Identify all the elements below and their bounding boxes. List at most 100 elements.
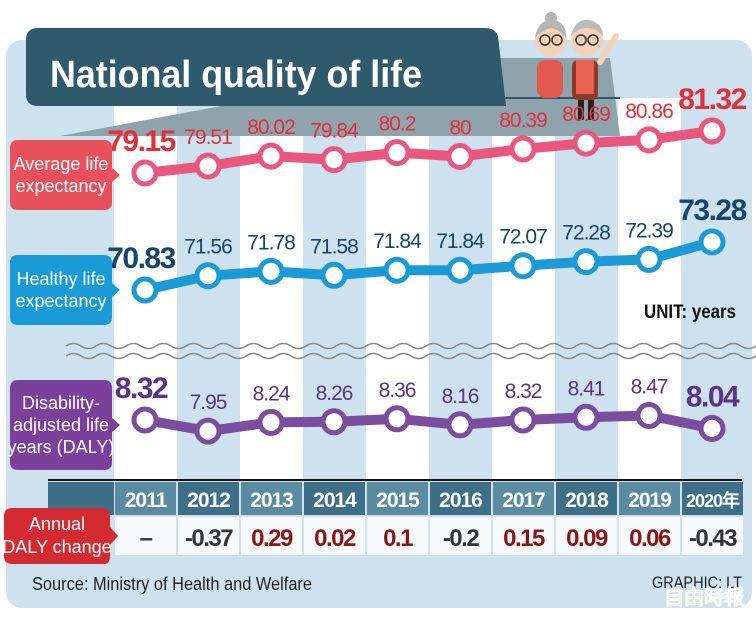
- daly-change-value: 0.09: [566, 525, 608, 552]
- annual-daly-change-label-box: [4, 508, 118, 564]
- table-header-year: 2020年: [686, 490, 740, 511]
- average-life-expectancy-label-text: Average life: [14, 154, 109, 174]
- daly-change-value: 0.02: [314, 525, 356, 552]
- table-header-cell: [178, 482, 239, 515]
- healthy-life-expectancy-data-label: 71.84: [373, 230, 422, 253]
- healthy-life-expectancy-point: [572, 248, 600, 276]
- table-header-cell: [682, 482, 743, 515]
- daly-point: [194, 417, 222, 445]
- daly-point: [257, 408, 285, 436]
- table-header-cell: [556, 482, 617, 515]
- average-life-expectancy-data-label: 80.39: [499, 109, 547, 132]
- daly-change-value: –: [140, 525, 153, 552]
- daly-line: [144, 410, 714, 437]
- daly-point: [698, 414, 726, 442]
- table-header-year: 2018: [565, 489, 609, 512]
- daly-point: [320, 408, 348, 436]
- daly-change-value: 0.1: [383, 525, 413, 552]
- healthy-life-expectancy-point: [635, 245, 663, 273]
- daly-point: [383, 405, 411, 433]
- table-value-cell: [619, 517, 680, 555]
- average-life-expectancy-label-box: [10, 140, 120, 210]
- healthy-life-expectancy-data-label: 72.28: [562, 222, 610, 245]
- table-header-year: 2013: [250, 489, 293, 512]
- daly-point: [572, 403, 600, 431]
- healthy-life-expectancy-point: [131, 276, 159, 304]
- table-header-year: 2012: [187, 489, 230, 512]
- average-life-expectancy-line: [144, 125, 713, 178]
- daly-change-value: -0.2: [443, 525, 480, 552]
- table-header-year: 2011: [125, 489, 168, 512]
- table-header-year: 2015: [376, 489, 420, 512]
- table-header-year: 2016: [439, 489, 482, 512]
- average-life-expectancy-point: [446, 143, 474, 171]
- healthy-life-expectancy-point: [194, 262, 222, 290]
- average-life-expectancy-data-label: 79.84: [310, 120, 359, 143]
- healthy-life-expectancy-point: [383, 256, 411, 284]
- healthy-life-expectancy-data-label: 70.83: [107, 242, 175, 275]
- healthy-life-expectancy-point: [320, 261, 348, 289]
- daly-label-text: adjusted life: [13, 415, 109, 435]
- annual-daly-change-label-text: DALY change: [2, 537, 111, 557]
- daly-point: [131, 406, 159, 434]
- daly-data-label: 8.47: [631, 376, 668, 399]
- annual-daly-change-label-text: Annual: [29, 514, 85, 534]
- healthy-life-expectancy-label-text: expectancy: [15, 291, 106, 311]
- daly-data-label: 7.95: [190, 391, 227, 414]
- daly-data-label: 8.16: [442, 385, 479, 408]
- chart-title: National quality of life: [50, 54, 422, 96]
- table-value-cell: [682, 517, 743, 555]
- healthy-life-expectancy-label-text: Healthy life: [16, 269, 105, 289]
- unit-label: UNIT: years: [644, 302, 736, 323]
- table-header-cell: [115, 482, 176, 515]
- daly-change-value: -0.43: [689, 525, 737, 552]
- axis-break-wave-top: [65, 342, 756, 350]
- daly-label-text: Disability-: [22, 393, 100, 413]
- table-value-cell: [178, 517, 239, 555]
- table-value-cell: [493, 517, 554, 555]
- table-header-cell: [493, 482, 554, 515]
- table-value-cell: [367, 517, 428, 555]
- daly-data-label: 8.32: [115, 372, 168, 405]
- healthy-life-expectancy-point: [446, 256, 474, 284]
- average-life-expectancy-label-text: expectancy: [15, 176, 106, 196]
- table-header-cell: [241, 482, 302, 515]
- table-header-cell: [367, 482, 428, 515]
- table-header-cell: [304, 482, 365, 515]
- average-life-expectancy-data-label: 79.15: [107, 125, 175, 158]
- average-life-expectancy-data-label: 81.32: [678, 83, 746, 116]
- average-life-expectancy-point: [572, 129, 600, 157]
- average-life-expectancy-point: [509, 135, 537, 163]
- daly-data-label: 8.41: [568, 377, 605, 400]
- healthy-life-expectancy-point: [698, 228, 726, 256]
- graphic-credit: GRAPHIC: LT: [652, 573, 742, 592]
- elderly-couple-illustration: [535, 12, 619, 120]
- table-value-cell: [115, 517, 176, 555]
- daly-data-label: 8.24: [253, 382, 291, 405]
- table-value-cell: [241, 517, 302, 555]
- average-life-expectancy-data-label: 80.2: [379, 113, 416, 136]
- table-value-cell: [304, 517, 365, 555]
- healthy-life-expectancy-point: [257, 257, 285, 285]
- average-life-expectancy-point: [383, 139, 411, 167]
- average-life-expectancy-point: [194, 152, 222, 180]
- daly-data-label: 8.26: [316, 382, 353, 405]
- average-life-expectancy-data-label: 80.86: [625, 100, 673, 123]
- healthy-life-expectancy-data-label: 72.39: [625, 219, 673, 242]
- daly-change-value: -0.37: [185, 525, 233, 552]
- table-header-year: 2014: [313, 489, 357, 512]
- healthy-life-expectancy-line: [143, 237, 714, 295]
- healthy-life-expectancy-data-label: 71.56: [184, 236, 232, 259]
- healthy-life-expectancy-data-label: 71.84: [436, 230, 485, 253]
- average-life-expectancy-point: [698, 117, 726, 145]
- healthy-life-expectancy-label-box: [10, 255, 120, 325]
- daly-data-label: 8.36: [379, 379, 416, 402]
- average-life-expectancy-data-label: 80.02: [247, 116, 295, 139]
- daly-data-label: 8.04: [686, 380, 740, 413]
- table-header-cell: [619, 482, 680, 515]
- daly-label-box: [10, 380, 120, 470]
- daly-point: [446, 411, 474, 439]
- daly-change-value: 0.29: [251, 525, 293, 552]
- daly-point: [509, 406, 537, 434]
